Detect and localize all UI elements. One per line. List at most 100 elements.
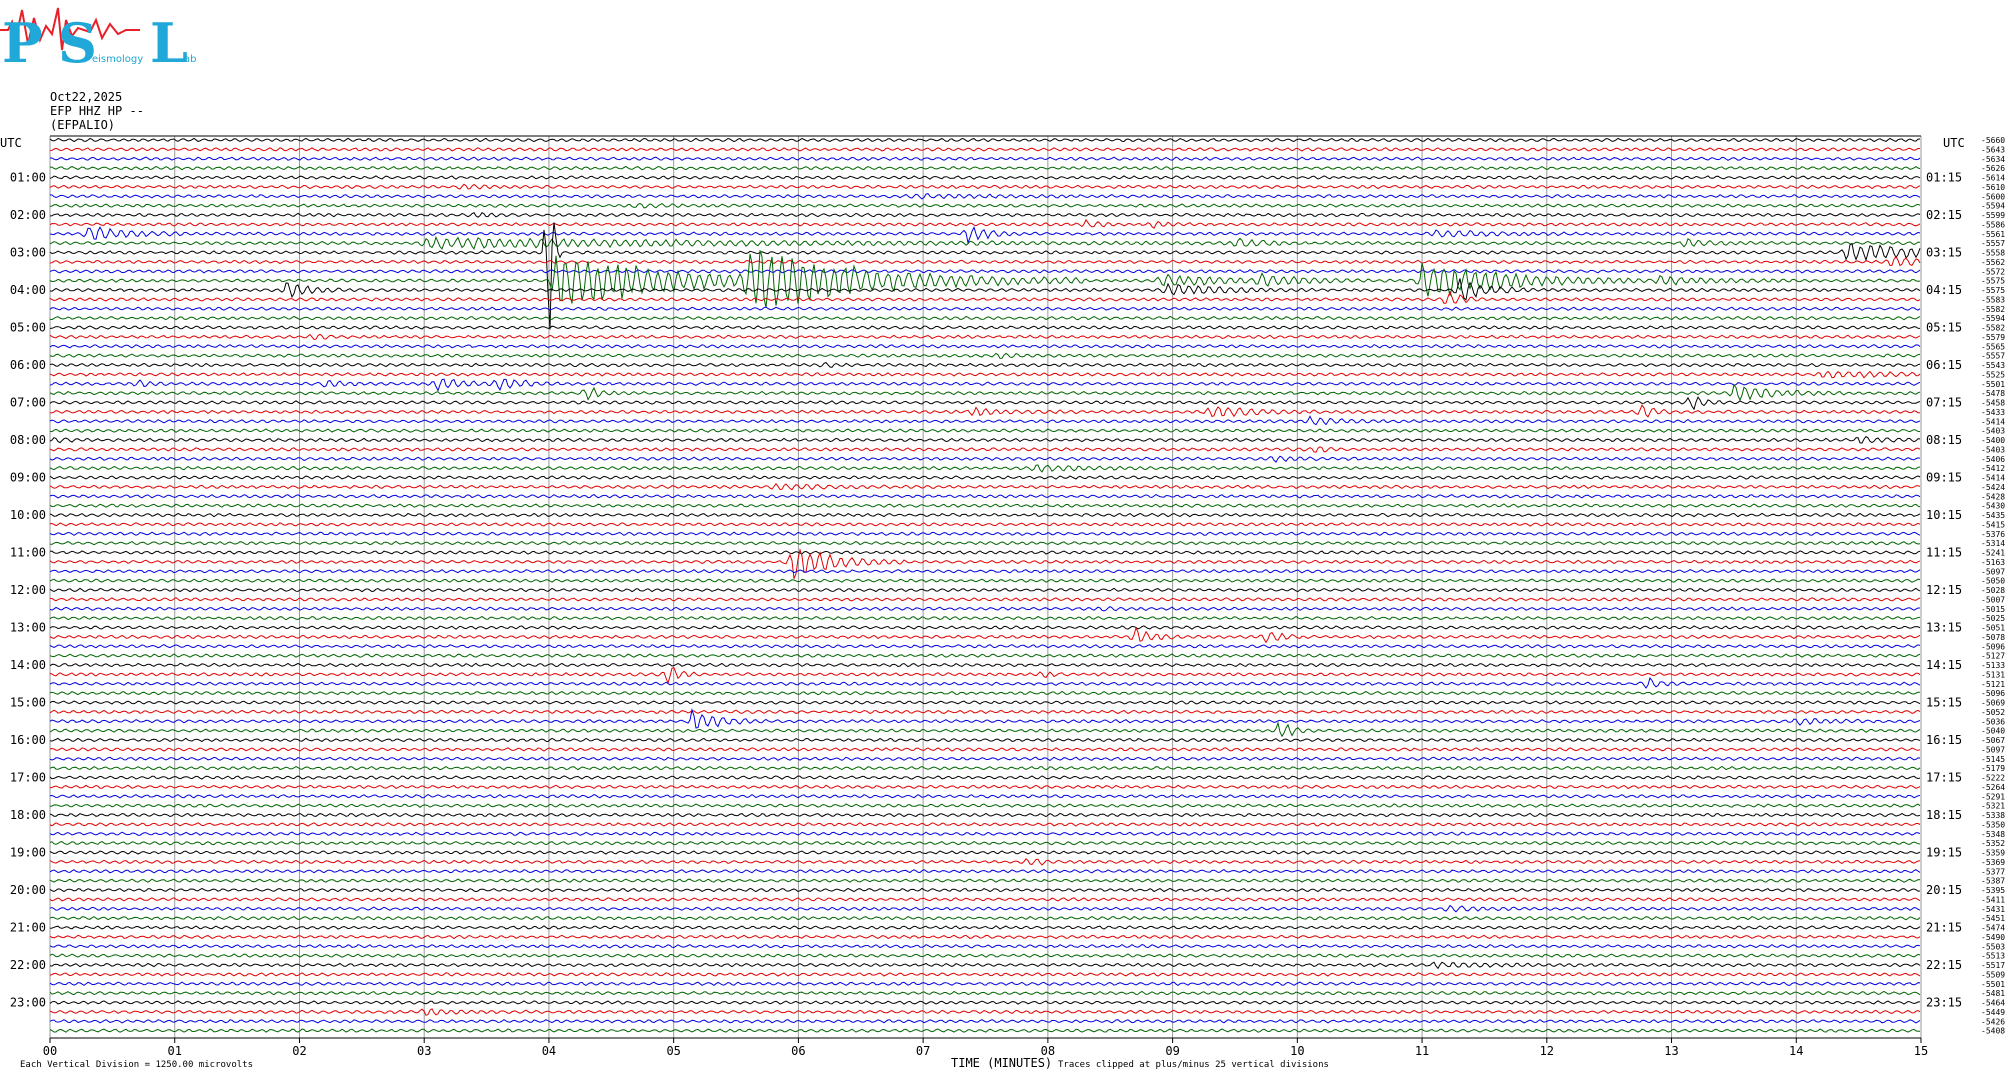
- trace-offset-label: -5600: [1981, 192, 2005, 201]
- x-tick-label: 05: [666, 1044, 680, 1058]
- seismic-trace: [49, 428, 1921, 433]
- seismic-trace: [49, 667, 1921, 685]
- seismic-trace: [49, 943, 1921, 949]
- left-hour-label: 18:00: [10, 808, 46, 822]
- trace-offset-label: -5121: [1981, 680, 2005, 689]
- seismic-trace: [49, 352, 1921, 359]
- trace-offset-label: -5501: [1981, 380, 2005, 389]
- trace-offset-label: -5338: [1981, 811, 2005, 820]
- trace-offset-label: -5610: [1981, 183, 2005, 192]
- seismic-trace: [49, 737, 1921, 743]
- trace-offset-label: -5127: [1981, 652, 2005, 661]
- trace-offset-label: -5412: [1981, 464, 2005, 473]
- seismic-trace: [49, 644, 1921, 649]
- trace-offset-label: -5517: [1981, 961, 2005, 970]
- left-hour-label: 22:00: [10, 958, 46, 972]
- trace-offset-label: -5145: [1981, 755, 2005, 764]
- trace-offset-label: -5096: [1981, 642, 2005, 651]
- trace-offset-label: -5449: [1981, 1008, 2005, 1017]
- x-tick-label: 15: [1914, 1044, 1928, 1058]
- trace-offset-label: -5557: [1981, 239, 2005, 248]
- trace-offset-label: -5314: [1981, 539, 2005, 548]
- seismic-trace: [49, 904, 1921, 913]
- logo-letter-l: L: [150, 11, 188, 75]
- trace-offset-label: -5411: [1981, 895, 2005, 904]
- logo-letter-s: S: [58, 11, 97, 75]
- trace-offset-label: -5474: [1981, 924, 2005, 933]
- seismic-trace: [49, 662, 1921, 668]
- trace-offset-label: -5036: [1981, 717, 2005, 726]
- logo-word-eismology: eismology: [92, 54, 143, 65]
- left-hour-label: 07:00: [10, 396, 46, 410]
- left-hour-label: 08:00: [10, 433, 46, 447]
- seismic-trace: [49, 897, 1921, 902]
- seismic-trace: [49, 803, 1921, 808]
- seismic-trace: [49, 306, 1921, 311]
- right-hour-label: 16:15: [1926, 733, 1962, 747]
- x-tick-label: 13: [1664, 1044, 1678, 1058]
- seismic-trace: [49, 597, 1921, 602]
- seismic-trace: [49, 878, 1921, 883]
- right-hour-label: 14:15: [1926, 658, 1962, 672]
- trace-offset-label: -5490: [1981, 933, 2005, 942]
- seismic-trace: [49, 707, 1921, 729]
- trace-offset-label: -5614: [1981, 174, 2005, 183]
- right-hour-label: 15:15: [1926, 696, 1962, 710]
- trace-offset-label: -5543: [1981, 361, 2005, 370]
- x-tick-label: 07: [916, 1044, 930, 1058]
- trace-offset-label: -5387: [1981, 877, 2005, 886]
- left-hour-label: 14:00: [10, 658, 46, 672]
- left-utc-title: UTC: [0, 136, 22, 150]
- header-channel: EFP HHZ HP --: [50, 104, 144, 118]
- seismic-trace: [49, 278, 1921, 301]
- trace-offset-label: -5501: [1981, 980, 2005, 989]
- x-axis-label: TIME (MINUTES): [951, 1056, 1052, 1070]
- right-hour-label: 13:15: [1926, 621, 1962, 635]
- trace-offset-label: -5051: [1981, 624, 2005, 633]
- seismic-trace: [49, 625, 1921, 630]
- left-hour-label: 23:00: [10, 996, 46, 1010]
- trace-offset-label: -5634: [1981, 155, 2005, 164]
- seismic-trace: [49, 137, 1921, 143]
- left-hour-label: 16:00: [10, 733, 46, 747]
- trace-offset-label: -5377: [1981, 867, 2005, 876]
- trace-offset-label: -5451: [1981, 914, 2005, 923]
- footer-vertical-division: Each Vertical Division = 1250.00 microvo…: [20, 1060, 253, 1070]
- seismic-trace: [49, 455, 1921, 463]
- footer-clip-note: Traces clipped at plus/minus 25 vertical…: [1058, 1060, 1329, 1070]
- right-hour-label: 01:15: [1926, 171, 1962, 185]
- seismic-trace: [49, 503, 1921, 508]
- right-hour-label: 19:15: [1926, 846, 1962, 860]
- seismic-trace: [49, 812, 1921, 818]
- psl-logo: P S eismology L ab: [0, 7, 196, 75]
- seismic-trace: [49, 887, 1921, 893]
- trace-offset-label: -5428: [1981, 492, 2005, 501]
- trace-offset-label: -5097: [1981, 567, 2005, 576]
- trace-offset-label: -5431: [1981, 905, 2005, 914]
- x-tick-label: 02: [292, 1044, 306, 1058]
- trace-offset-label: -5626: [1981, 164, 2005, 173]
- seismic-trace: [49, 404, 1921, 418]
- trace-offset-label: -5078: [1981, 633, 2005, 642]
- trace-offset-label: -5594: [1981, 314, 2005, 323]
- left-hour-label: 03:00: [10, 246, 46, 260]
- seismic-trace: [49, 255, 1921, 267]
- seismic-trace: [49, 747, 1921, 752]
- seismic-trace: [49, 831, 1921, 836]
- left-hour-labels: 01:00 02:00 03:00 04:00 05:00 06:00 07:00 08:00…: [10, 171, 46, 1010]
- trace-offset-label: -5163: [1981, 558, 2005, 567]
- seismic-trace: [49, 396, 1921, 411]
- trace-offset-label: -5131: [1981, 670, 2005, 679]
- left-hour-label: 21:00: [10, 921, 46, 935]
- left-hour-label: 17:00: [10, 771, 46, 785]
- logo-word-ab: ab: [184, 54, 196, 65]
- trace-offset-label: -5583: [1981, 295, 2005, 304]
- trace-offset-label: -5408: [1981, 1027, 2005, 1036]
- right-hour-label: 20:15: [1926, 883, 1962, 897]
- seismic-trace: [49, 290, 1921, 304]
- seismic-trace: [49, 482, 1921, 491]
- trace-offset-label: -5241: [1981, 549, 2005, 558]
- trace-offset-label: -5643: [1981, 145, 2005, 154]
- seismic-trace: [49, 858, 1921, 866]
